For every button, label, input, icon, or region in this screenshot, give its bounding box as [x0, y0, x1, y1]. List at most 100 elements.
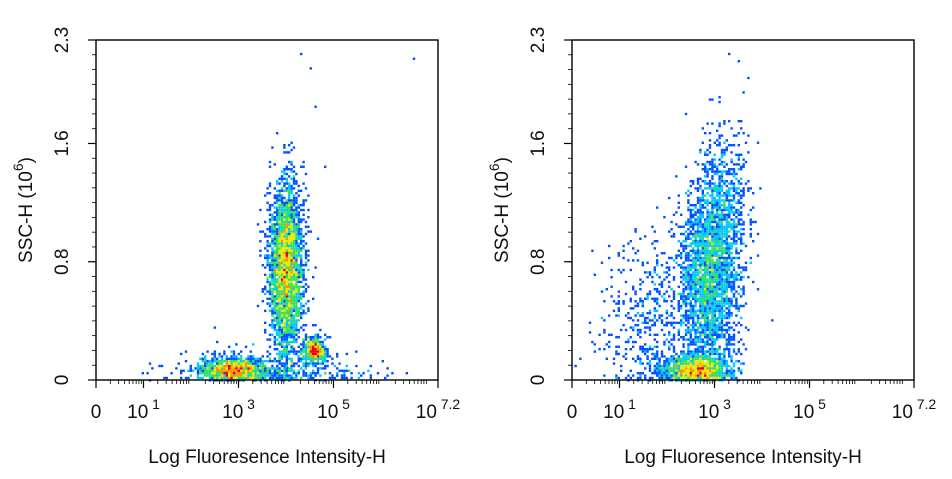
density-dot [264, 232, 267, 236]
density-dot [706, 230, 709, 233]
density-dot [271, 273, 274, 276]
density-dot [708, 230, 712, 233]
density-dot [740, 189, 743, 192]
density-dot [343, 372, 346, 375]
density-dot [696, 297, 700, 300]
density-dot [319, 328, 322, 332]
density-dot [740, 228, 743, 231]
density-dot [706, 256, 709, 260]
density-dot [713, 170, 716, 173]
density-dot [627, 259, 630, 262]
density-dot [672, 266, 676, 269]
density-dot [304, 333, 308, 336]
density-dot [300, 208, 303, 212]
density-dot [295, 213, 298, 216]
density-dot [266, 256, 269, 260]
density-dot [278, 328, 281, 332]
density-dot [713, 220, 716, 224]
density-dot [292, 348, 296, 351]
density-dot [617, 309, 620, 312]
density-dot [295, 338, 298, 341]
density-dot [732, 280, 736, 284]
density-dot [723, 271, 726, 274]
density-dot [300, 240, 303, 243]
density-dot [723, 372, 726, 375]
density-dot [713, 328, 716, 332]
density-dot [280, 321, 284, 324]
density-dot [677, 304, 680, 308]
density-dot [307, 355, 310, 358]
density-dot [644, 352, 647, 356]
density-dot [653, 316, 656, 320]
density-dot [689, 184, 692, 188]
density-dot [728, 374, 731, 377]
density-dot [747, 187, 750, 190]
density-dot [644, 331, 647, 334]
density-dot [312, 324, 315, 327]
density-dot [629, 268, 632, 272]
density-dot [696, 319, 700, 322]
density-dot [290, 160, 293, 164]
density-dot [268, 304, 272, 308]
density-dot [658, 364, 661, 368]
density-dot [708, 182, 712, 185]
density-dot [708, 218, 712, 221]
density-dot [687, 328, 690, 332]
density-dot [280, 326, 284, 329]
density-dot [663, 343, 666, 346]
density-dot [740, 232, 743, 236]
density-dot [278, 199, 281, 202]
density-dot [737, 218, 740, 221]
density-dot [730, 326, 733, 329]
density-dot [206, 362, 209, 365]
density-dot [290, 189, 293, 192]
density-dot [252, 372, 255, 375]
density-dot [201, 360, 204, 363]
density-dot [716, 369, 719, 372]
density-dot [704, 292, 707, 296]
density-dot [728, 208, 731, 212]
density-dot [295, 192, 298, 195]
density-dot [725, 285, 728, 288]
density-dot [720, 156, 724, 159]
density-dot [737, 278, 740, 281]
density-dot [324, 345, 327, 348]
density-dot [292, 211, 296, 214]
density-dot [682, 364, 685, 368]
density-dot [701, 216, 704, 219]
density-dot [737, 153, 740, 156]
density-dot [711, 163, 714, 166]
density-dot [240, 376, 243, 380]
density-dot [699, 254, 702, 257]
density-dot [273, 316, 276, 320]
density-dot [218, 360, 221, 363]
density-dot [579, 357, 582, 360]
density-dot [283, 144, 286, 147]
density-dot [677, 328, 680, 332]
density-dot [706, 324, 709, 327]
density-dot [240, 367, 243, 370]
density-dot [285, 372, 288, 375]
x-tick-label: 10 1 [603, 396, 636, 423]
density-dot [588, 321, 592, 324]
density-dot [708, 151, 712, 154]
density-dot [220, 360, 224, 363]
density-dot [632, 345, 635, 348]
density-dot [720, 333, 724, 336]
density-dot [292, 297, 296, 300]
density-dot [708, 331, 712, 334]
density-dot [740, 223, 743, 226]
density-dot [682, 345, 685, 348]
density-dot [692, 288, 695, 291]
density-dot [696, 352, 700, 356]
density-dot [278, 362, 281, 365]
density-dot [723, 333, 726, 336]
density-dot [701, 340, 704, 344]
density-dot [704, 328, 707, 332]
density-dot [699, 374, 702, 377]
density-dot [713, 290, 716, 293]
density-dot [252, 362, 255, 365]
density-dot [701, 309, 704, 312]
density-dot [249, 355, 252, 358]
density-dot [300, 256, 303, 260]
